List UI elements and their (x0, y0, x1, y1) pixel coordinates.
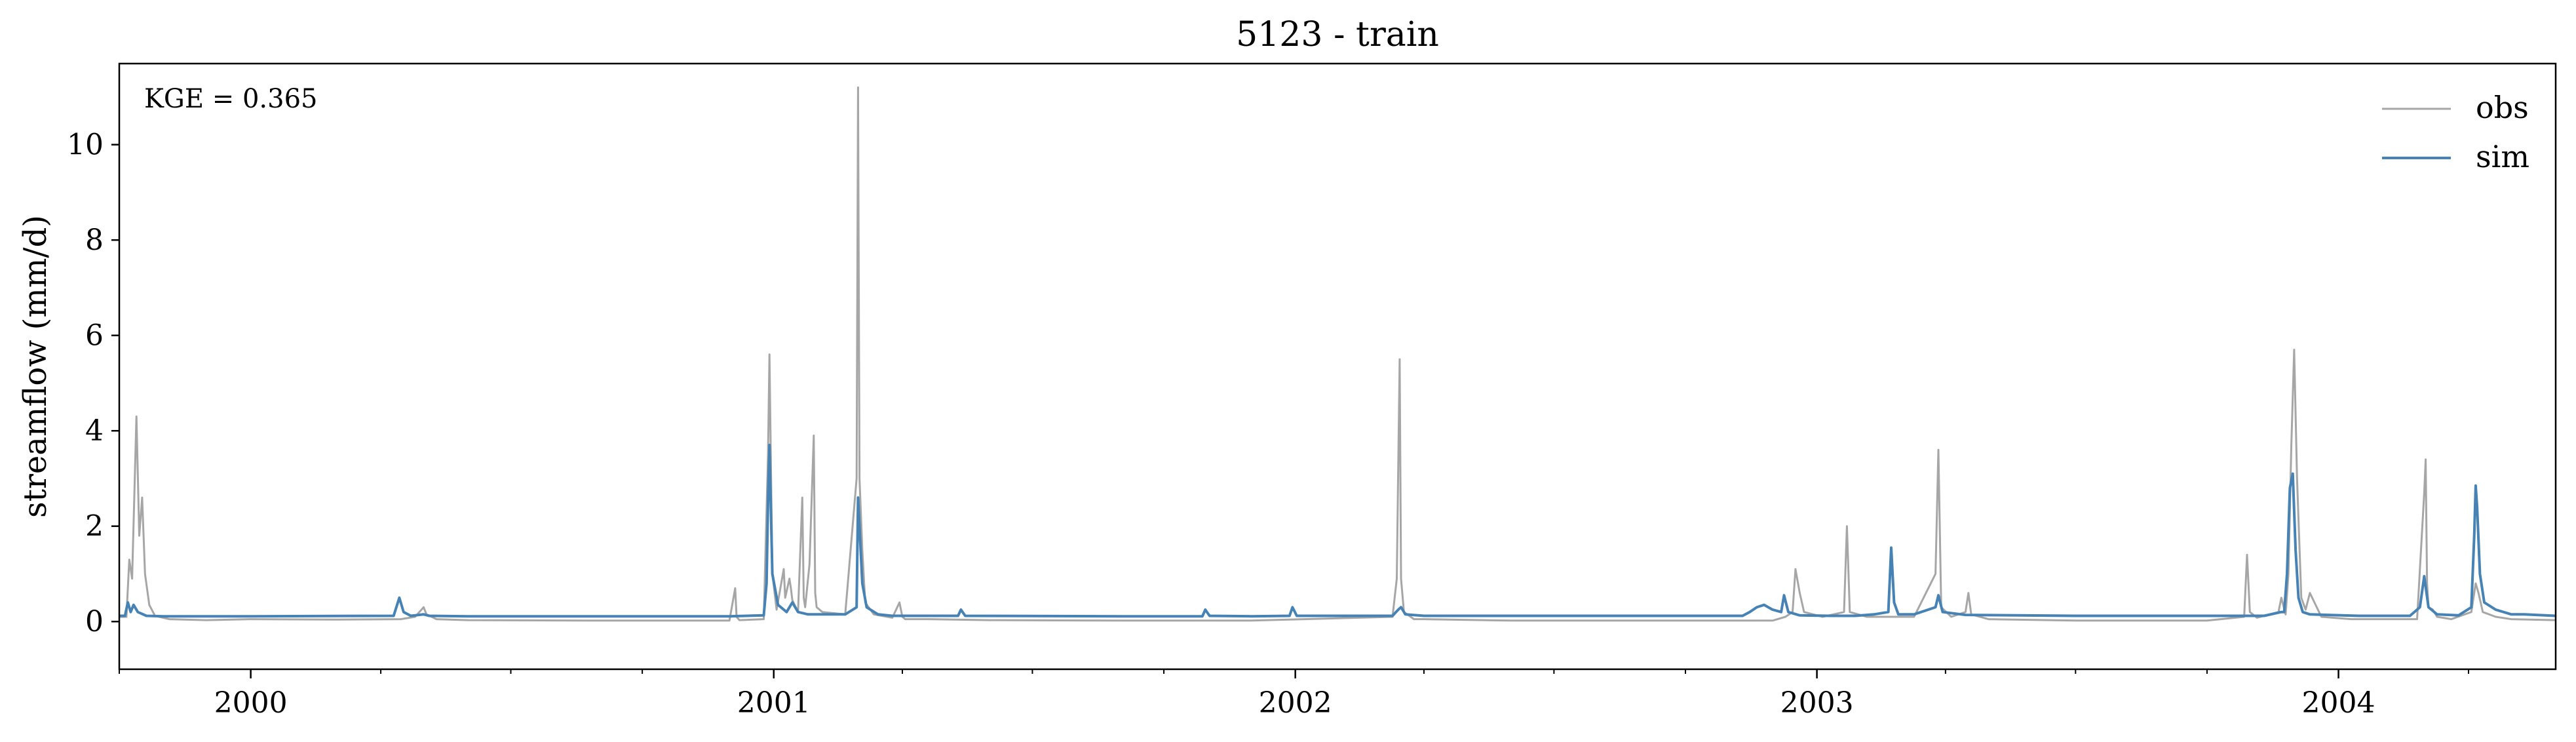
y-axis-label: streamflow (mm/d) (17, 215, 54, 518)
y-axis: 0 2 4 6 8 10 (67, 128, 119, 638)
x-tick-label: 2002 (1259, 686, 1332, 720)
x-tick-label: 2001 (737, 686, 811, 720)
legend-sim-label: sim (2476, 139, 2529, 174)
y-tick-label: 6 (85, 319, 104, 353)
legend-obs-label: obs (2476, 90, 2529, 125)
chart-title: 5123 - train (1236, 15, 1439, 54)
plot-frame (118, 62, 2557, 671)
series-layer (119, 86, 2556, 622)
x-axis: 2000 2001 2002 2003 2004 (119, 669, 2469, 720)
legend: obs sim (2382, 90, 2529, 174)
x-tick-label: 2004 (2302, 686, 2375, 720)
series-line-sim (119, 444, 2556, 618)
series-line-obs (119, 86, 2556, 622)
y-tick-label: 4 (85, 414, 104, 448)
x-tick-label: 2003 (1780, 686, 1854, 720)
y-tick-label: 0 (85, 605, 104, 638)
y-tick-label: 10 (67, 128, 104, 162)
kge-annotation: KGE = 0.365 (144, 84, 318, 114)
y-tick-label: 8 (85, 224, 104, 257)
y-tick-label: 2 (85, 510, 104, 543)
x-tick-label: 2000 (214, 686, 288, 720)
